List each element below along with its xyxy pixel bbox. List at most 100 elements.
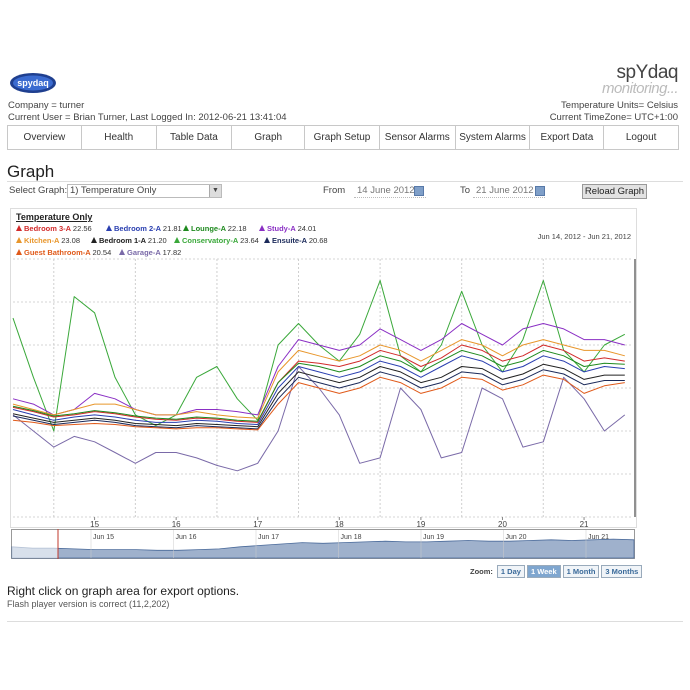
legend-series-value: 22.56 [72, 224, 92, 233]
legend-series-value: 23.08 [61, 236, 81, 245]
zoom-1-week-button[interactable]: 1 Week [526, 565, 561, 578]
zoom-3-months-button[interactable]: 3 Months [601, 565, 643, 578]
x-tick-label: 16 [172, 520, 181, 529]
legend-item[interactable]: Guest Bathroom-A 20.54 [16, 248, 111, 257]
series-line[interactable] [12, 323, 625, 416]
flash-version-note: Flash player version is correct (11,2,20… [7, 599, 170, 609]
main-nav: Overview Health Table Data Graph Graph S… [7, 125, 679, 150]
nav-sensor-alarms[interactable]: Sensor Alarms [379, 126, 456, 149]
legend-item[interactable]: Lounge-A 22.18 [183, 224, 247, 233]
nav-health[interactable]: Health [81, 126, 157, 149]
navigator-date-label: Jun 18 [341, 534, 362, 541]
spydaq-logo: spydaq [10, 73, 56, 93]
page-title: Graph [7, 162, 55, 181]
timezone-text: Current TimeZone= UTC+1:00 [549, 112, 678, 123]
series-line[interactable] [12, 369, 625, 430]
graph-toolbar: Select Graph: 1) Temperature Only ▼ From… [7, 184, 683, 200]
legend-item[interactable]: Ensuite-A 20.68 [264, 236, 328, 245]
user-info: Company = turner Current User = Brian Tu… [8, 100, 287, 124]
legend-item[interactable]: Bedroom 1-A 21.20 [91, 236, 167, 245]
nav-system-alarms[interactable]: System Alarms [455, 126, 531, 149]
zoom-1-month-button[interactable]: 1 Month [562, 565, 600, 578]
nav-graph[interactable]: Graph [232, 126, 306, 149]
x-tick-label: 19 [416, 520, 425, 529]
from-date-input[interactable]: 14 June 2012 [354, 184, 426, 198]
navigator-date-label: Jun 16 [176, 534, 197, 541]
legend-series-name: Conservatory-A [182, 236, 241, 245]
x-tick-label: 15 [90, 520, 99, 529]
legend-series-value: 24.01 [297, 224, 317, 233]
legend-item[interactable]: Bedroom 2-A 21.81 [106, 224, 182, 233]
spydaq-monitoring-logo: spYdaq monitoring... [601, 62, 679, 97]
nav-export-data[interactable]: Export Data [530, 126, 605, 149]
legend-series-name: Lounge-A [191, 224, 228, 233]
legend-series-name: Bedroom 1-A [99, 236, 148, 245]
zoom-1-day-button[interactable]: 1 Day [496, 565, 525, 578]
title-divider [7, 181, 683, 182]
chart-panel[interactable]: Temperature Only Jun 14, 2012 - Jun 21, … [10, 208, 638, 529]
legend-series-value: 17.82 [162, 248, 182, 257]
legend-series-name: Kitchen-A [24, 236, 62, 245]
logo-line2: monitoring... [601, 80, 679, 97]
legend-item[interactable]: Bedroom 3-A 22.56 [16, 224, 92, 233]
x-tick-label: 18 [335, 520, 344, 529]
legend-series-value: 20.54 [92, 248, 112, 257]
logo-line1: spYdaq [616, 62, 679, 83]
triangle-marker-icon [16, 225, 22, 231]
x-tick-label: 21 [580, 520, 589, 529]
legend-series-name: Bedroom 2-A [114, 224, 163, 233]
nav-graph-setup[interactable]: Graph Setup [305, 126, 380, 149]
navigator-date-label: Jun 20 [506, 534, 527, 541]
legend-title: Temperature Only [16, 212, 93, 222]
nav-table-data[interactable]: Table Data [156, 126, 233, 149]
company-text: Company = turner [8, 100, 85, 111]
range-navigator[interactable]: Jun 15 Jun 16 Jun 17 Jun 18 Jun 19 Jun 20 Jun … [11, 529, 635, 559]
export-hint: Right click on graph area for export opt… [7, 584, 240, 598]
legend-series-value: 21.81 [162, 224, 182, 233]
navigator-area [11, 538, 635, 559]
nav-overview[interactable]: Overview [8, 126, 82, 149]
x-tick-label: 20 [498, 520, 507, 529]
legend-series-name: Ensuite-A [272, 236, 309, 245]
reload-graph-button[interactable]: Reload Graph [582, 184, 647, 199]
legend-series-value: 20.68 [308, 236, 328, 245]
logo-text: spydaq [17, 78, 49, 88]
triangle-marker-icon [119, 249, 125, 255]
triangle-marker-icon [16, 249, 22, 255]
legend-series-name: Guest Bathroom-A [24, 248, 93, 257]
legend-item[interactable]: Conservatory-A 23.64 [174, 236, 259, 245]
navigator-mask [12, 530, 58, 558]
zoom-label: Zoom: [470, 567, 493, 576]
navigator-date-label: Jun 21 [588, 534, 609, 541]
to-date-input[interactable]: 21 June 2012 [473, 184, 545, 198]
navigator-date-label: Jun 19 [423, 534, 444, 541]
legend-item[interactable]: Study-A 24.01 [259, 224, 316, 233]
legend-item[interactable]: Garage-A 17.82 [119, 248, 181, 257]
series-line[interactable] [12, 344, 625, 423]
x-tick-label: 17 [253, 520, 262, 529]
series-line[interactable] [12, 355, 625, 425]
nav-logout[interactable]: Logout [604, 126, 679, 149]
triangle-marker-icon [91, 237, 97, 243]
series-line[interactable] [12, 339, 625, 419]
legend-item[interactable]: Kitchen-A 23.08 [16, 236, 80, 245]
series-line[interactable] [12, 374, 625, 431]
triangle-marker-icon [106, 225, 112, 231]
legend-series-name: Study-A [267, 224, 298, 233]
dropdown-arrow-icon[interactable]: ▼ [209, 185, 221, 197]
triangle-marker-icon [264, 237, 270, 243]
series-line[interactable] [12, 363, 625, 428]
triangle-marker-icon [183, 225, 189, 231]
triangle-marker-icon [259, 225, 265, 231]
settings-info: Temperature Units= Celsius Current TimeZ… [550, 100, 678, 124]
legend-series-value: 23.64 [240, 236, 259, 245]
chart-legend: Temperature Only Jun 14, 2012 - Jun 21, … [11, 209, 638, 261]
series-line[interactable] [12, 349, 625, 422]
graph-select[interactable]: 1) Temperature Only ▼ [67, 184, 222, 198]
zoom-controls: Zoom: 1 Day 1 Week 1 Month 3 Months [470, 565, 643, 578]
calendar-icon[interactable] [414, 186, 424, 196]
legend-series-name: Bedroom 3-A [24, 224, 73, 233]
calendar-icon[interactable] [535, 186, 545, 196]
from-label: From [323, 185, 346, 196]
temperature-chart[interactable]: 8°C12°C16°C20°C24°C28°C32°C1516171819202… [11, 209, 638, 529]
